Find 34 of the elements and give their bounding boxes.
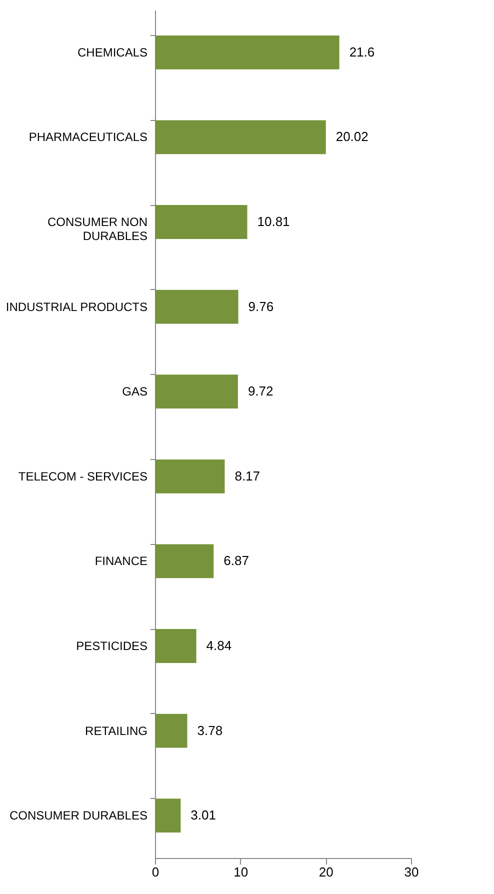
y-tick-label: CONSUMER NON DURABLES (47, 215, 148, 243)
data-label: 10.81 (257, 214, 290, 229)
data-label: 9.76 (248, 298, 274, 314)
bar (155, 459, 225, 494)
data-label: 9.72 (248, 384, 274, 399)
bar (155, 798, 181, 833)
data-label: 8.17 (234, 468, 260, 484)
data-label: 3.78 (197, 722, 223, 738)
bar (155, 374, 238, 409)
y-tick-label: PESTICIDES (76, 639, 148, 653)
x-tick-label: 10 (234, 864, 248, 880)
y-tick-label: TELECOM - SERVICES (18, 469, 148, 484)
y-tick-label: GAS (122, 384, 148, 399)
x-tick-label: 20 (318, 864, 334, 880)
x-tick-label: 30 (404, 864, 419, 880)
data-label: 6.87 (224, 553, 249, 568)
y-tick-label: RETAILING (85, 724, 148, 738)
data-label: 4.84 (206, 638, 232, 653)
bar (155, 544, 214, 578)
bar (155, 629, 196, 663)
y-tick-label: PHARMACEUTICALS (28, 130, 148, 144)
x-tick-label: 0 (152, 864, 160, 880)
bar (155, 714, 188, 748)
data-label: 3.01 (190, 808, 216, 823)
y-tick-label: CONSUMER DURABLES (9, 808, 148, 823)
data-label: 20.02 (336, 129, 368, 144)
bar (155, 290, 238, 324)
bar (155, 120, 326, 154)
bar (155, 205, 248, 239)
y-tick-label: INDUSTRIAL PRODUCTS (6, 300, 148, 314)
data-label: 21.6 (349, 44, 375, 60)
y-tick-label: CHEMICALS (77, 45, 148, 60)
y-tick-label: FINANCE (94, 554, 148, 568)
bar (155, 35, 340, 70)
